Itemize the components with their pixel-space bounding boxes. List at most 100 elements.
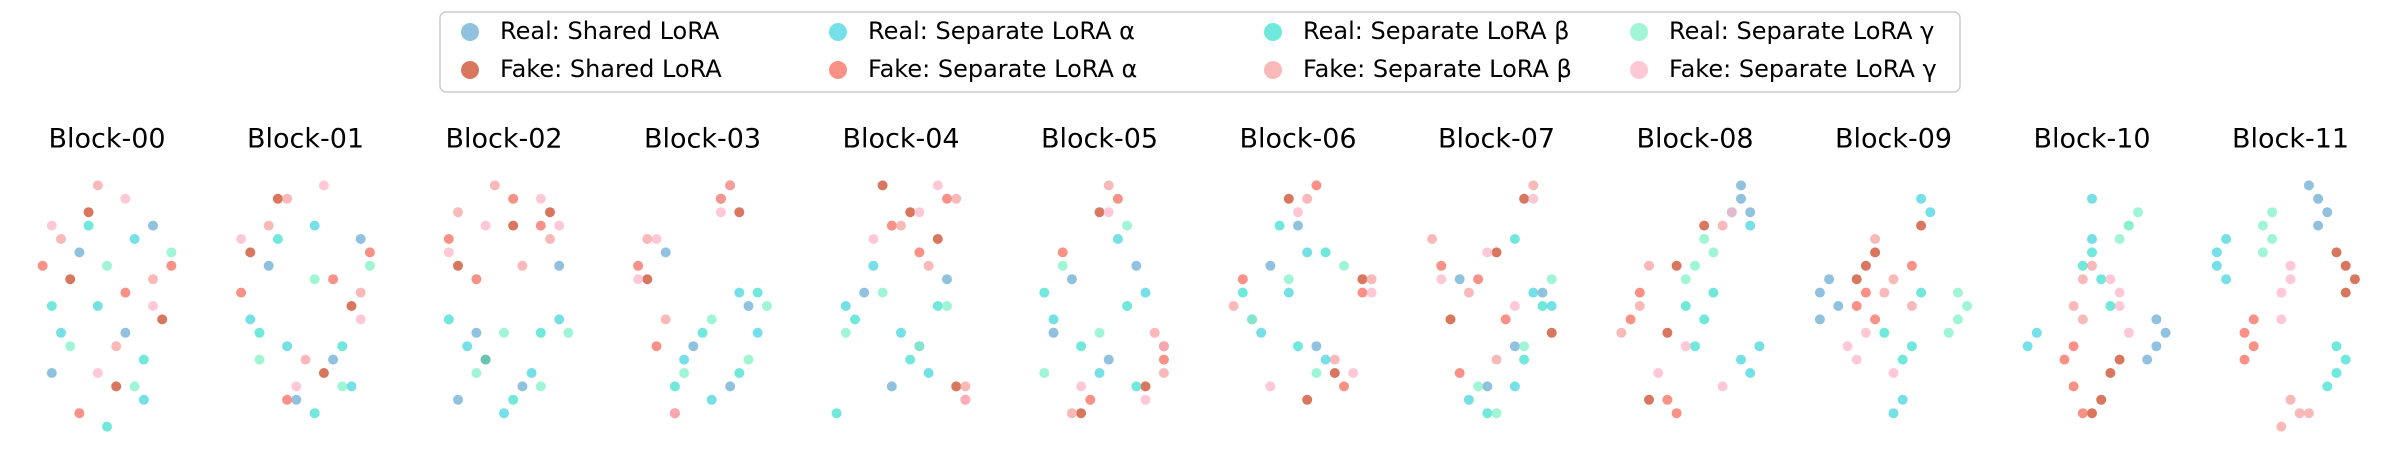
point [1366,287,1377,298]
point [1311,180,1322,191]
point [1851,301,1862,311]
point [2257,220,2268,231]
point [300,354,311,365]
point [1925,207,1936,218]
point [706,314,717,325]
point [56,327,66,338]
point [337,341,348,352]
point [1237,287,1248,298]
point [2331,341,2342,352]
point [282,394,293,405]
point [951,193,962,204]
point [1048,314,1059,325]
point [2087,247,2097,258]
point [2077,408,2088,419]
point [679,368,690,378]
point [508,394,519,405]
point [734,207,745,218]
panel-title: Block-08 [1636,124,1753,155]
point [1860,287,1871,298]
point [1546,274,1557,285]
point [1860,260,1871,271]
point [1302,247,1313,258]
legend-label: Fake: Separate LoRA α [868,55,1137,83]
point [129,234,140,244]
point [1509,341,1520,352]
point [291,381,302,392]
point [1454,368,1465,378]
point [2349,274,2360,285]
point [309,274,320,285]
point [1726,207,1737,218]
point [1500,314,1511,325]
legend-marker [829,61,847,79]
point [1463,287,1474,298]
point [1066,274,1077,285]
point [868,260,879,271]
point [932,301,943,311]
point [932,180,943,191]
point [535,381,546,392]
point [499,327,509,338]
point [1283,274,1294,285]
point [111,381,122,392]
point [1274,220,1285,231]
point [1491,247,1502,258]
point [1473,274,1484,285]
point [1357,274,1368,285]
point [1653,368,1664,378]
point [120,287,131,298]
point [725,381,736,392]
point [734,287,745,298]
legend-label: Fake: Separate LoRA β [1303,55,1572,83]
legend-marker [1264,23,1282,41]
point [1048,327,1059,338]
point [859,287,870,298]
point [74,247,85,258]
point [148,301,158,311]
point [942,301,952,311]
panel-title: Block-05 [1041,124,1158,155]
point [2068,341,2079,352]
point [2331,368,2342,378]
point [1671,260,1682,271]
point [960,381,971,392]
point [914,341,925,352]
point [364,247,375,258]
point [1906,341,1917,352]
point [480,220,491,231]
point [1436,260,1447,271]
point [2096,274,2107,285]
point [2105,274,2116,285]
point [951,381,962,392]
point [443,314,454,325]
point [480,354,491,365]
point [905,354,916,365]
point [138,394,149,405]
legend-marker [461,61,479,79]
point [2303,408,2314,419]
point [1916,193,1927,204]
point [2267,234,2278,244]
point [734,368,745,378]
point [517,381,528,392]
point [923,368,934,378]
point [2151,314,2162,325]
point [535,327,546,338]
point [1283,287,1294,298]
point [896,327,906,338]
point [1546,301,1557,311]
point [2276,287,2287,298]
panel-title: Block-02 [445,124,562,155]
point [46,368,57,378]
point [166,247,177,258]
point [282,193,293,204]
point [2211,260,2222,271]
point [545,234,555,244]
point [309,220,320,231]
point [1870,247,1881,258]
point [1122,220,1133,231]
point [1311,341,1322,352]
point [337,381,348,392]
point [1302,193,1313,204]
